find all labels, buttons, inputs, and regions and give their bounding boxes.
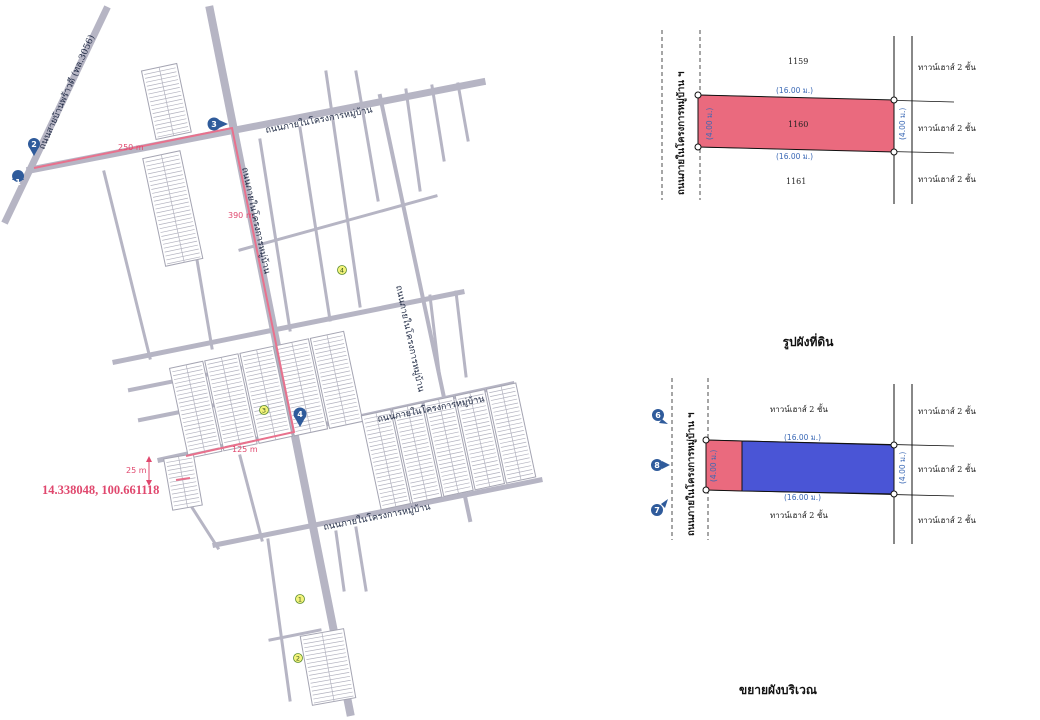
lot-hatch-group (145, 154, 201, 265)
pin-6[interactable]: 6 (652, 409, 668, 424)
marker-4: 4 (337, 265, 347, 275)
highway-name: ถนนสายบ้านพร้าวดี (ทล.3056) (37, 33, 98, 151)
route-stub (175, 477, 191, 481)
lot-hatch-group (207, 357, 255, 448)
svg-text:4: 4 (340, 267, 344, 275)
site-plan: ถนนภายในโครงการหมู่บ้าน ฯ ทาวน์เฮาส์ 2 ช… (651, 378, 976, 697)
plot-plan: ถนนภายในโครงการหมู่บ้าน ฯ 1159 1160 1161… (661, 30, 976, 350)
plot-depth-right: (4.00 ม.) (898, 108, 907, 140)
plot-neighbor-1: ทาวน์เฮาส์ 2 ชั้น (918, 61, 976, 72)
plot-road-label: ถนนภายในโครงการหมู่บ้าน ฯ (675, 72, 688, 195)
svg-text:8: 8 (654, 461, 660, 470)
lot-subject-number: 1160 (788, 120, 808, 129)
site-neighbor-3: ทาวน์เฮาส์ 2 ชั้น (918, 514, 976, 525)
site-width-bottom: (16.00 ม.) (784, 493, 821, 502)
route-line (33, 126, 296, 457)
pin-1[interactable]: 1 (12, 170, 25, 187)
lot-hatch-group (395, 405, 440, 501)
svg-text:2: 2 (296, 655, 300, 663)
lot-hatch-group (313, 334, 361, 425)
lot-above-number: 1159 (788, 57, 808, 66)
site-depth-left: (4.00 ม.) (709, 450, 718, 482)
site-caption: ขยายผังบริเวณ (739, 683, 817, 697)
distance-label-2: 390 m (228, 211, 254, 220)
marker-1: 1 (295, 594, 305, 604)
lot-hatches (144, 67, 534, 704)
lot-hatch-group (302, 632, 354, 704)
svg-text:3: 3 (211, 120, 217, 129)
site-road-label: ถนนภายในโครงการหมู่บ้าน ฯ (685, 413, 698, 536)
site-bottom-label: ทาวน์เฮาส์ 2 ชั้น (770, 509, 828, 520)
plot-neighbor-2: ทาวน์เฮาส์ 2 ชั้น (918, 122, 976, 133)
lot-hatch-group (144, 67, 189, 138)
plot-depth-left: (4.00 ม.) (705, 108, 714, 140)
svg-text:1: 1 (15, 178, 21, 187)
road-bottom-name: ถนนภายในโครงการหมู่บ้าน (322, 501, 431, 533)
site-neighbor-2: ทาวน์เฮาส์ 2 ชั้น (918, 463, 976, 474)
plot-neighbor-3: ทาวน์เฮาส์ 2 ชั้น (918, 173, 976, 184)
distance-label-3: 125 m (232, 445, 258, 454)
marker-2: 2 (293, 653, 303, 663)
pin-7[interactable]: 7 (651, 499, 668, 516)
pin-3[interactable]: 3 (207, 117, 229, 131)
lot-hatch-group (172, 364, 220, 455)
main-highway (1, 5, 111, 225)
marker-3: 3 (259, 405, 269, 415)
svg-text:2: 2 (31, 140, 37, 149)
location-map: 250 m 390 m 125 m 25 m ถนนสายบ้านพร้าวดี… (1, 5, 543, 717)
lot-hatch-group (457, 392, 502, 487)
plot-width-bottom: (16.00 ม.) (776, 152, 813, 161)
lot-hatch-group (489, 386, 534, 481)
site-width-top: (16.00 ม.) (784, 433, 821, 442)
lot-hatch-group (166, 456, 200, 508)
pin-8[interactable]: 8 (651, 459, 670, 471)
coordinates-label: 14.338048, 100.661118 (42, 483, 159, 497)
lot-below-number: 1161 (786, 177, 806, 186)
site-building[interactable] (741, 440, 895, 495)
site-top-label: ทาวน์เฮาส์ 2 ชั้น (770, 403, 828, 414)
plot-width-top: (16.00 ม.) (776, 86, 813, 95)
distance-label-1: 250 m (118, 143, 144, 152)
svg-text:3: 3 (262, 407, 266, 415)
site-neighbor-1: ทาวน์เฮาส์ 2 ชั้น (918, 405, 976, 416)
distance-label-4: 25 m (126, 466, 147, 475)
lot-hatch-group (242, 349, 290, 440)
lot-hatch-group (426, 399, 471, 494)
lot-hatch-group (363, 412, 408, 507)
site-depth-right: (4.00 ม.) (898, 452, 907, 484)
plot-caption: รูปผังที่ดิน (783, 333, 835, 350)
svg-text:4: 4 (297, 410, 303, 419)
svg-text:6: 6 (655, 411, 661, 420)
pin-4[interactable]: 4 (293, 407, 307, 428)
svg-text:1: 1 (298, 596, 302, 604)
pin-2[interactable]: 2 (28, 138, 40, 156)
svg-text:7: 7 (654, 506, 660, 515)
